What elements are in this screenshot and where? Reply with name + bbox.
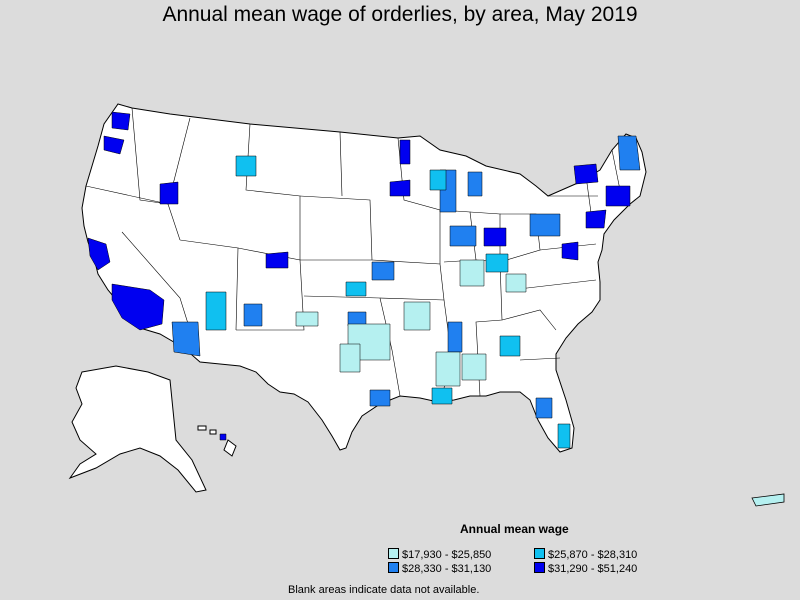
area-hawaii [219,433,227,441]
area-idaho [159,181,179,205]
area-arkansas [403,301,431,331]
legend-item-4: $31,290 - $51,240 [534,562,637,575]
area-maine [617,135,641,171]
legend-item-1: $17,930 - $25,850 [388,548,491,561]
legend-swatch-4 [534,562,545,573]
wage-areas [87,111,641,449]
area-kentucky-east [459,259,485,287]
area-dc [561,241,579,261]
legend-swatch-2 [534,548,545,559]
area-new-england [605,185,631,207]
area-texas-panhandle [295,311,319,327]
area-tennessee [447,321,463,353]
area-arizona-phoenix [205,291,227,331]
area-new-mexico [243,303,263,327]
area-oklahoma [345,281,367,297]
legend-item-2: $25,870 - $28,310 [534,548,637,561]
area-florida [535,397,553,419]
area-washington [111,111,131,131]
area-texas-houston [369,389,391,407]
area-indiana [449,225,477,247]
legend-label-1: $17,930 - $25,850 [402,549,492,561]
hawaii [197,425,237,457]
area-california-south [111,283,165,331]
area-minnesota-north [399,139,411,165]
area-minnesota [389,179,411,197]
area-alabama [461,353,487,381]
area-california-bay [87,237,111,271]
area-mississippi [435,351,461,387]
area-pennsylvania [529,213,561,237]
area-michigan [467,171,483,197]
area-colorado [265,251,289,269]
area-oregon [103,135,125,155]
map-title: Annual mean wage of orderlies, by area, … [162,3,638,26]
area-arizona [171,321,201,357]
area-louisiana [431,387,453,405]
area-kansas [371,261,395,281]
area-nyc [585,209,607,229]
area-west-virginia [505,273,527,293]
legend-item-3: $28,330 - $31,130 [388,562,491,575]
area-georgia [499,335,521,357]
legend-title: Annual mean wage [460,522,569,536]
legend-swatch-1 [388,548,399,559]
legend-swatch-3 [388,562,399,573]
legend-label-2: $25,870 - $28,310 [548,549,638,561]
puerto-rico [751,493,785,507]
legend-label-3: $28,330 - $31,130 [402,563,492,575]
area-new-york [573,163,599,185]
area-illinois [429,169,447,191]
area-ohio [483,227,507,247]
area-florida-south [557,423,571,449]
area-montana [235,155,257,177]
footnote: Blank areas indicate data not available. [288,584,480,596]
alaska [68,365,207,493]
legend-label-4: $31,290 - $51,240 [548,563,638,575]
area-texas-south [339,343,361,373]
area-kentucky [485,253,509,273]
